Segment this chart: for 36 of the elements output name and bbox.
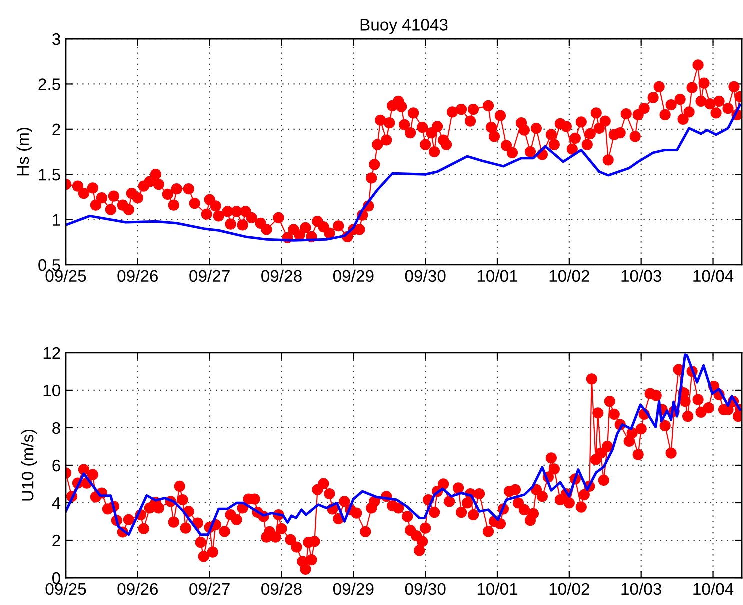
x-tick-label: 10/01	[478, 270, 518, 282]
x-tick-label: 09/29	[333, 582, 374, 596]
x-tick-label: 10/04	[694, 582, 734, 596]
x-tick-label: 09/30	[405, 270, 446, 282]
x-tick-label: 09/25	[46, 582, 86, 596]
x-tick-label: 09/27	[190, 582, 230, 596]
x-tick-label: 09/26	[118, 582, 158, 596]
x-tick-label: 10/01	[478, 582, 518, 596]
y-tick-label: 4	[52, 498, 61, 510]
y-axis-title: Hs (m)	[16, 128, 32, 176]
x-tick-label: 10/04	[694, 270, 734, 282]
chart-title: Buoy 41043	[360, 19, 448, 34]
y-tick-label: 2	[52, 534, 60, 547]
y-tick-label: 0.5	[38, 259, 60, 272]
x-tick-label: 09/28	[262, 270, 302, 282]
x-tick-label: 09/30	[405, 582, 446, 596]
x-tick-label: 09/29	[333, 270, 374, 282]
x-tick-label: 10/03	[622, 270, 662, 282]
x-tick-label: 10/02	[550, 270, 590, 282]
y-tick-label: 3	[52, 33, 60, 46]
x-tick-label: 09/26	[118, 270, 158, 282]
y-tick-label: 0	[52, 572, 60, 584]
y-tick-label: 6	[52, 460, 60, 472]
x-tick-label: 09/28	[262, 582, 302, 596]
y-axis-title: U10 (m/s)	[21, 430, 38, 501]
y-tick-label: 1.5	[39, 169, 60, 181]
y-tick-label: 2.5	[38, 78, 60, 90]
x-tick-label: 09/25	[46, 270, 86, 282]
y-tick-label: 8	[52, 422, 60, 434]
x-tick-label: 10/03	[622, 582, 662, 596]
y-tick-label: 1	[53, 214, 60, 226]
x-tick-label: 09/27	[190, 270, 230, 282]
y-tick-label: 10	[44, 384, 60, 397]
x-tick-label: 10/02	[550, 582, 590, 596]
y-tick-label: 12	[44, 347, 60, 359]
y-tick-label: 2	[52, 124, 60, 136]
